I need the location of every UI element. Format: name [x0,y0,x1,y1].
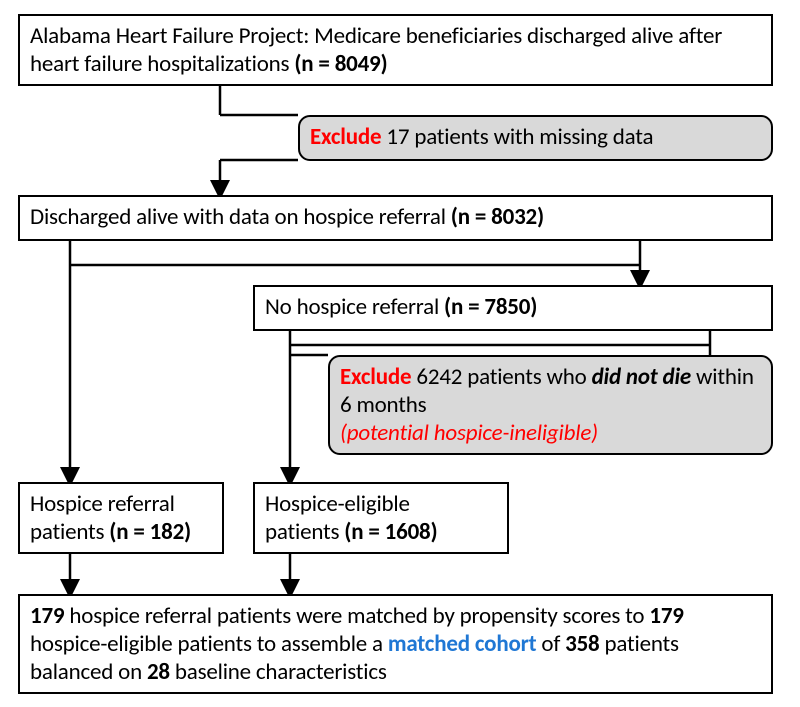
node-n: (n = 182) [109,518,191,546]
n6-t5: baseline characteristics [170,658,387,686]
node-hospice-referral: Hospice referral patients (n = 182) [18,482,224,554]
node-n: (n = 1608) [344,518,437,546]
n6-b1: 179 [30,602,64,630]
n6-b4: 28 [147,658,170,686]
node-no-hospice-referral: No hospice referral (n = 7850) [253,285,773,331]
node-hospice-eligible: Hospice-eligible patients (n = 1608) [253,482,509,554]
node-line1: Hospice-eligible [265,490,410,518]
n6-b3: 358 [565,630,599,658]
node-text: No hospice referral [265,293,444,321]
n6-b2: 179 [649,602,683,630]
node-discharged-with-data: Discharged alive with data on hospice re… [18,195,773,241]
exclude-text: 17 patients with missing data [381,123,653,151]
node-line1: Hospice referral [30,490,175,518]
n6-t3: of [536,630,565,658]
node-text: Discharged alive with data on hospice re… [30,203,451,231]
exclude-text-1: 6242 patients who [411,363,591,391]
node-matched-cohort: 179 hospice referral patients were match… [18,594,773,694]
node-exclude-survived: Exclude 6242 patients who did not die wi… [328,355,773,455]
node-n: (n = 7850) [444,293,537,321]
flowchart-canvas: Alabama Heart Failure Project: Medicare … [0,0,800,707]
exclude-paren: (potential hospice-ineligible) [340,419,598,447]
node-line2: patients [30,518,109,546]
exclude-emph: did not die [592,363,691,391]
node-exclude-missing: Exclude 17 patients with missing data [298,115,773,161]
n6-t2: hospice-eligible patients to assemble a [30,630,388,658]
node-line2: patients [265,518,344,546]
node-source-cohort: Alabama Heart Failure Project: Medicare … [18,14,773,86]
n6-t1: hospice referral patients were matched b… [64,602,649,630]
node-n: (n = 8049) [294,50,387,78]
exclude-word: Exclude [310,123,381,151]
node-n: (n = 8032) [451,203,544,231]
exclude-word: Exclude [340,363,411,391]
n6-blue: matched cohort [388,630,537,658]
